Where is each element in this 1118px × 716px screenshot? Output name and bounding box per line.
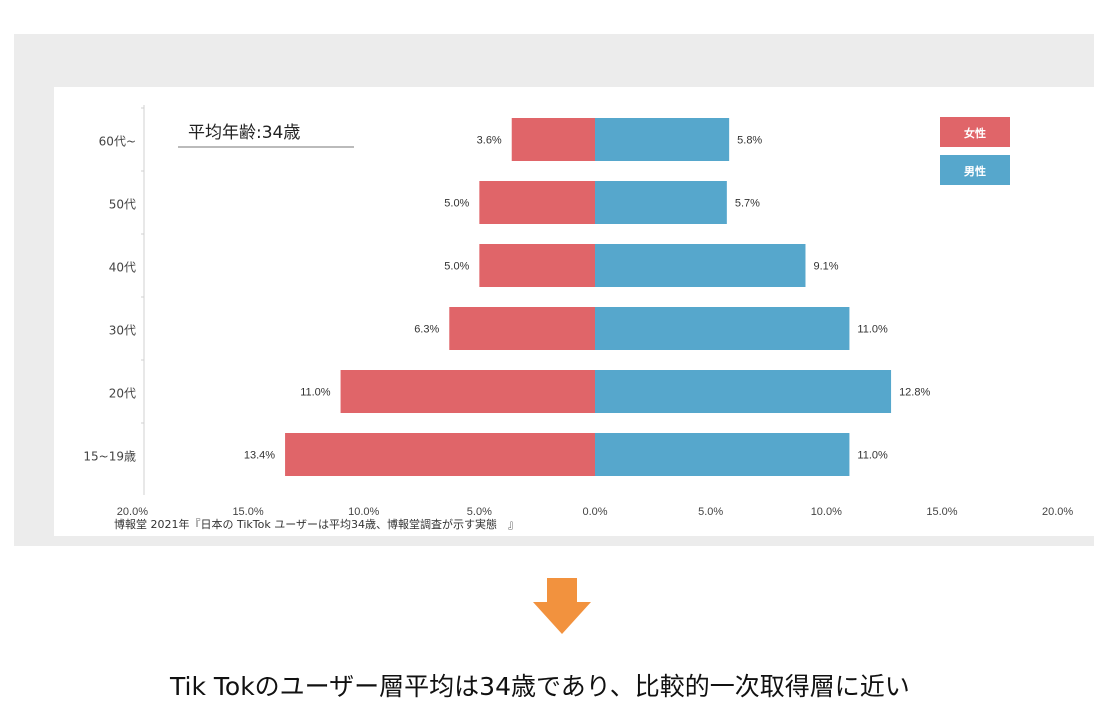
legend-label-male: 男性: [964, 164, 986, 178]
legend: 女性 男性: [940, 117, 1010, 185]
down-arrow-icon: [533, 578, 591, 634]
x-tick-label: 20.0%: [117, 506, 148, 518]
data-label-male: 11.0%: [857, 324, 888, 336]
legend-item-female: 女性: [940, 117, 1010, 147]
data-label-male: 5.7%: [735, 198, 760, 210]
data-label-female: 13.4%: [244, 450, 275, 462]
average-age-annotation: 平均年齢:34歳: [178, 123, 354, 148]
population-pyramid-chart: 60代~ 3.6% 5.8% 50代 5.0% 5.7% 40代 5.0% 9.1% 30代 6.3…: [83, 105, 1073, 518]
data-label-female: 5.0%: [444, 198, 469, 210]
data-label-male: 5.8%: [737, 135, 762, 147]
average-age-text: 平均年齢:34歳: [188, 123, 300, 143]
category-label: 60代~: [99, 135, 136, 149]
bar-female: [479, 181, 595, 224]
category-label: 50代: [109, 198, 136, 212]
bar-male: [595, 370, 892, 413]
legend-item-male: 男性: [940, 155, 1010, 185]
data-label-female: 5.0%: [444, 261, 469, 273]
x-tick-label: 10.0%: [811, 506, 842, 518]
category-label: 30代: [109, 324, 136, 338]
x-tick-label: 15.0%: [926, 506, 957, 518]
legend-label-female: 女性: [964, 126, 986, 140]
x-tick-label: 10.0%: [348, 506, 379, 518]
legend-swatch-male: [940, 155, 1010, 185]
bars-layer: [285, 118, 892, 476]
data-label-male: 9.1%: [813, 261, 838, 273]
legend-swatch-female: [940, 117, 1010, 147]
data-label-male: 11.0%: [857, 450, 888, 462]
category-label: 40代: [109, 261, 136, 275]
bar-male: [595, 307, 850, 350]
x-tick-label: 5.0%: [698, 506, 723, 518]
x-tick-label: 5.0%: [467, 506, 492, 518]
data-label-female: 11.0%: [300, 387, 331, 399]
x-tick-label: 15.0%: [232, 506, 263, 518]
bar-female: [479, 244, 595, 287]
x-tick-label: 20.0%: [1042, 506, 1073, 518]
x-tick-label: 0.0%: [582, 506, 607, 518]
category-label: 15~19歳: [83, 450, 136, 464]
source-citation: 博報堂 2021年『日本の TikTok ユーザーは平均34歳、博報堂調査が示す…: [114, 518, 520, 531]
bar-male: [595, 244, 806, 287]
data-label-female: 3.6%: [477, 135, 502, 147]
bar-female: [511, 118, 595, 161]
conclusion-text: Tik Tokのユーザー層平均は34歳であり、比較的一次取得層に近い: [170, 672, 910, 701]
data-label-male: 12.8%: [899, 387, 930, 399]
bar-female: [285, 433, 595, 476]
bar-male: [595, 118, 730, 161]
data-label-female: 6.3%: [414, 324, 439, 336]
category-label: 20代: [109, 387, 136, 401]
labels-layer: 60代~ 3.6% 5.8% 50代 5.0% 5.7% 40代 5.0% 9.1% 30代 6.3…: [83, 105, 1073, 518]
bar-female: [449, 307, 595, 350]
plot-area: 60代~ 3.6% 5.8% 50代 5.0% 5.7% 40代 5.0% 9.1% 30代 6.3…: [54, 87, 1094, 536]
chart-panel: 60代~ 3.6% 5.8% 50代 5.0% 5.7% 40代 5.0% 9.1% 30代 6.3…: [14, 34, 1094, 546]
bar-male: [595, 433, 850, 476]
bar-female: [340, 370, 595, 413]
bar-male: [595, 181, 727, 224]
